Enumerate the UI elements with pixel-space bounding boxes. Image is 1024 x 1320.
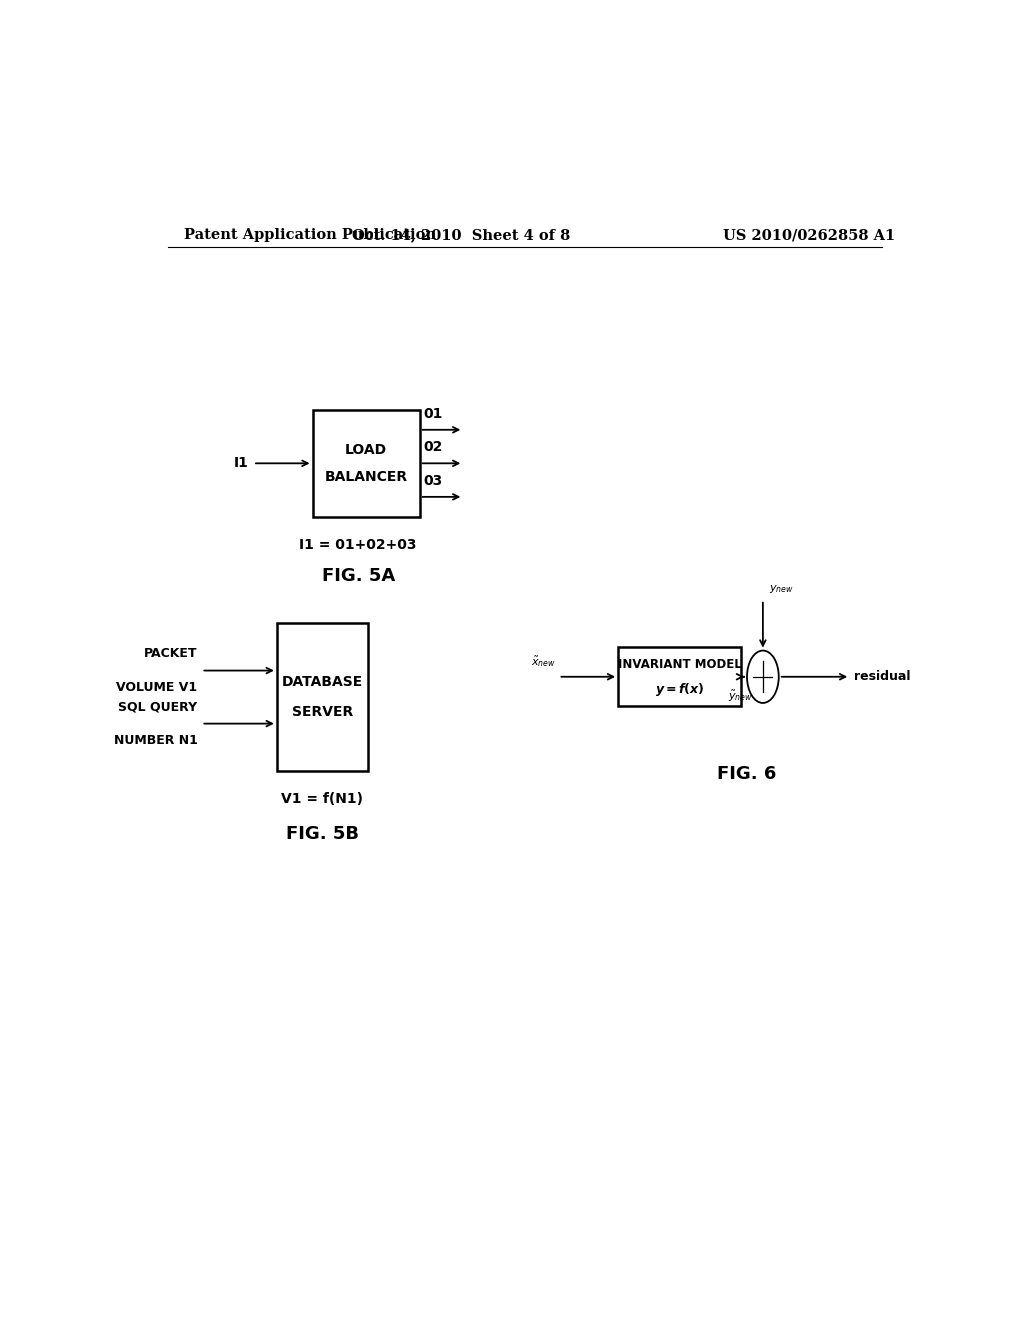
- Bar: [312, 411, 420, 516]
- Bar: [276, 623, 368, 771]
- Text: SQL QUERY: SQL QUERY: [119, 701, 198, 713]
- Text: US 2010/0262858 A1: US 2010/0262858 A1: [723, 228, 895, 243]
- Text: NUMBER N1: NUMBER N1: [114, 734, 198, 747]
- Text: $y_{new}$: $y_{new}$: [769, 582, 795, 594]
- Text: BALANCER: BALANCER: [325, 470, 408, 483]
- Text: DATABASE: DATABASE: [282, 675, 364, 689]
- Text: I1 = 01+02+03: I1 = 01+02+03: [299, 539, 417, 552]
- Text: INVARIANT MODEL: INVARIANT MODEL: [617, 659, 741, 671]
- Text: V1 = f(N1): V1 = f(N1): [282, 792, 364, 807]
- Text: LOAD: LOAD: [345, 444, 387, 457]
- Text: $\tilde{x}_{new}$: $\tilde{x}_{new}$: [531, 653, 556, 669]
- Text: SERVER: SERVER: [292, 705, 353, 719]
- Text: FIG. 5B: FIG. 5B: [286, 825, 359, 842]
- Text: 01: 01: [424, 407, 443, 421]
- Text: 03: 03: [424, 474, 442, 487]
- Ellipse shape: [748, 651, 779, 704]
- Text: FIG. 6: FIG. 6: [718, 766, 776, 783]
- Text: Patent Application Publication: Patent Application Publication: [183, 228, 435, 243]
- Text: $\tilde{y}_{new}$: $\tilde{y}_{new}$: [727, 689, 753, 704]
- Text: 02: 02: [424, 440, 443, 454]
- Text: I1: I1: [234, 457, 249, 470]
- Text: PACKET: PACKET: [144, 647, 198, 660]
- Bar: [618, 647, 741, 706]
- Text: FIG. 5A: FIG. 5A: [322, 566, 395, 585]
- Text: residual: residual: [854, 671, 910, 684]
- Text: $\boldsymbol{y = f(x)}$: $\boldsymbol{y = f(x)}$: [654, 681, 705, 698]
- Text: VOLUME V1: VOLUME V1: [117, 681, 198, 694]
- Text: Oct. 14, 2010  Sheet 4 of 8: Oct. 14, 2010 Sheet 4 of 8: [352, 228, 570, 243]
